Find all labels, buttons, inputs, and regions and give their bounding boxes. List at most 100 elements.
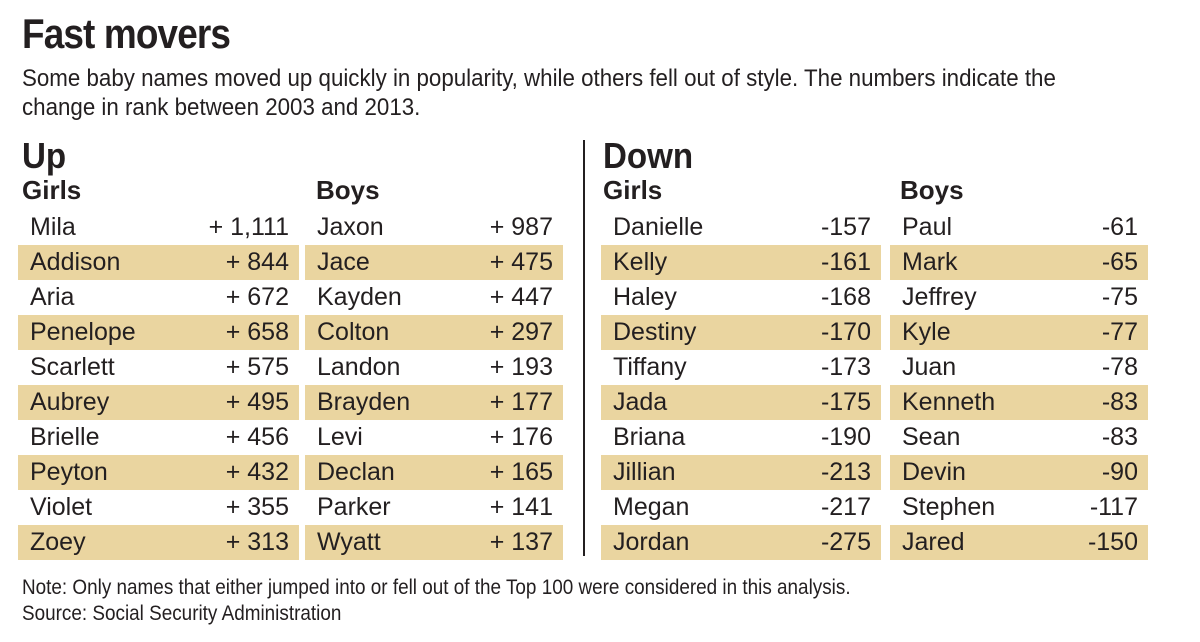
change-cell: + 137 — [489, 528, 553, 556]
name-cell: Parker — [317, 493, 391, 521]
change-cell: + 475 — [489, 248, 553, 276]
change-cell: -175 — [820, 388, 871, 416]
name-cell: Tiffany — [613, 353, 687, 381]
name-cell: Landon — [317, 353, 401, 381]
name-cell: Jaxon — [317, 213, 384, 241]
change-cell: -75 — [1101, 283, 1138, 311]
table-row: Juan -78 — [890, 350, 1148, 385]
table-row: Parker + 141 — [305, 490, 563, 525]
table-row: Jeffrey -75 — [890, 280, 1148, 315]
change-cell: + 1,111 — [208, 213, 289, 241]
name-cell: Devin — [902, 458, 966, 486]
change-cell: + 193 — [489, 353, 553, 381]
table-row: Addison + 844 — [18, 245, 299, 280]
table-row: Zoey + 313 — [18, 525, 299, 560]
change-cell: -190 — [820, 423, 871, 451]
name-cell: Jillian — [613, 458, 676, 486]
name-cell: Destiny — [613, 318, 697, 346]
name-cell: Colton — [317, 318, 390, 346]
name-cell: Violet — [30, 493, 93, 521]
down-boys-table: Paul -61 Mark -65 Jeffrey -75 Kyle -77 Juan -78 Ke… — [890, 210, 1148, 560]
change-cell: + 447 — [489, 283, 553, 311]
table-row: Aubrey + 495 — [18, 385, 299, 420]
table-row: Scarlett + 575 — [18, 350, 299, 385]
name-cell: Kayden — [317, 283, 402, 311]
name-cell: Mila — [30, 213, 76, 241]
name-cell: Brayden — [317, 388, 411, 416]
table-row: Jared -150 — [890, 525, 1148, 560]
table-row: Tiffany -173 — [601, 350, 881, 385]
source-text: Source: Social Security Administration — [22, 602, 342, 625]
down-girls-table: Danielle -157 Kelly -161 Haley -168 Destiny -17… — [601, 210, 881, 560]
table-row: Levi + 176 — [305, 420, 563, 455]
name-cell: Declan — [317, 458, 395, 486]
table-row: Peyton + 432 — [18, 455, 299, 490]
table-row: Kenneth -83 — [890, 385, 1148, 420]
name-cell: Briana — [613, 423, 686, 451]
change-cell: + 432 — [225, 458, 289, 486]
section-divider — [583, 140, 585, 556]
name-cell: Kyle — [902, 318, 951, 346]
name-cell: Kelly — [613, 248, 668, 276]
change-cell: -78 — [1101, 353, 1138, 381]
change-cell: -83 — [1101, 423, 1138, 451]
name-cell: Aubrey — [30, 388, 110, 416]
change-cell: -170 — [820, 318, 871, 346]
table-row: Stephen -117 — [890, 490, 1148, 525]
table-row: Jada -175 — [601, 385, 881, 420]
change-cell: -90 — [1101, 458, 1138, 486]
change-cell: -213 — [820, 458, 871, 486]
name-cell: Juan — [902, 353, 957, 381]
subtitle: Some baby names moved up quickly in popu… — [22, 65, 1056, 121]
name-cell: Jace — [317, 248, 370, 276]
table-row: Brielle + 456 — [18, 420, 299, 455]
down-girls-header: Girls — [603, 175, 663, 205]
change-cell: + 456 — [225, 423, 289, 451]
change-cell: + 177 — [489, 388, 553, 416]
name-cell: Aria — [30, 283, 75, 311]
table-row: Haley -168 — [601, 280, 881, 315]
table-row: Sean -83 — [890, 420, 1148, 455]
name-cell: Levi — [317, 423, 363, 451]
change-cell: -65 — [1101, 248, 1138, 276]
table-row: Mark -65 — [890, 245, 1148, 280]
footnote: Note: Only names that either jumped into… — [22, 575, 851, 627]
change-cell: + 313 — [225, 528, 289, 556]
name-cell: Mark — [902, 248, 958, 276]
down-boys-header: Boys — [900, 175, 964, 205]
change-cell: -77 — [1101, 318, 1138, 346]
name-cell: Brielle — [30, 423, 100, 451]
name-cell: Danielle — [613, 213, 704, 241]
table-row: Colton + 297 — [305, 315, 563, 350]
table-row: Jillian -213 — [601, 455, 881, 490]
table-row: Wyatt + 137 — [305, 525, 563, 560]
change-cell: -150 — [1087, 528, 1138, 556]
name-cell: Jada — [613, 388, 668, 416]
page-title: Fast movers — [22, 10, 231, 57]
change-cell: + 355 — [225, 493, 289, 521]
name-cell: Sean — [902, 423, 961, 451]
table-row: Brayden + 177 — [305, 385, 563, 420]
name-cell: Addison — [30, 248, 121, 276]
name-cell: Zoey — [30, 528, 86, 556]
name-cell: Jeffrey — [902, 283, 977, 311]
change-cell: -217 — [820, 493, 871, 521]
table-row: Paul -61 — [890, 210, 1148, 245]
table-row: Landon + 193 — [305, 350, 563, 385]
change-cell: -157 — [820, 213, 871, 241]
table-row: Mila + 1,111 — [18, 210, 299, 245]
change-cell: + 844 — [225, 248, 289, 276]
name-cell: Haley — [613, 283, 677, 311]
table-row: Kayden + 447 — [305, 280, 563, 315]
down-section-title: Down — [603, 135, 694, 176]
up-boys-table: Jaxon + 987 Jace + 475 Kayden + 447 Colton + 29… — [305, 210, 563, 560]
up-boys-header: Boys — [316, 175, 380, 205]
name-cell: Stephen — [902, 493, 996, 521]
change-cell: + 176 — [489, 423, 553, 451]
name-cell: Kenneth — [902, 388, 996, 416]
change-cell: -61 — [1101, 213, 1138, 241]
change-cell: + 297 — [489, 318, 553, 346]
table-row: Kyle -77 — [890, 315, 1148, 350]
change-cell: -275 — [820, 528, 871, 556]
change-cell: -117 — [1089, 493, 1138, 521]
